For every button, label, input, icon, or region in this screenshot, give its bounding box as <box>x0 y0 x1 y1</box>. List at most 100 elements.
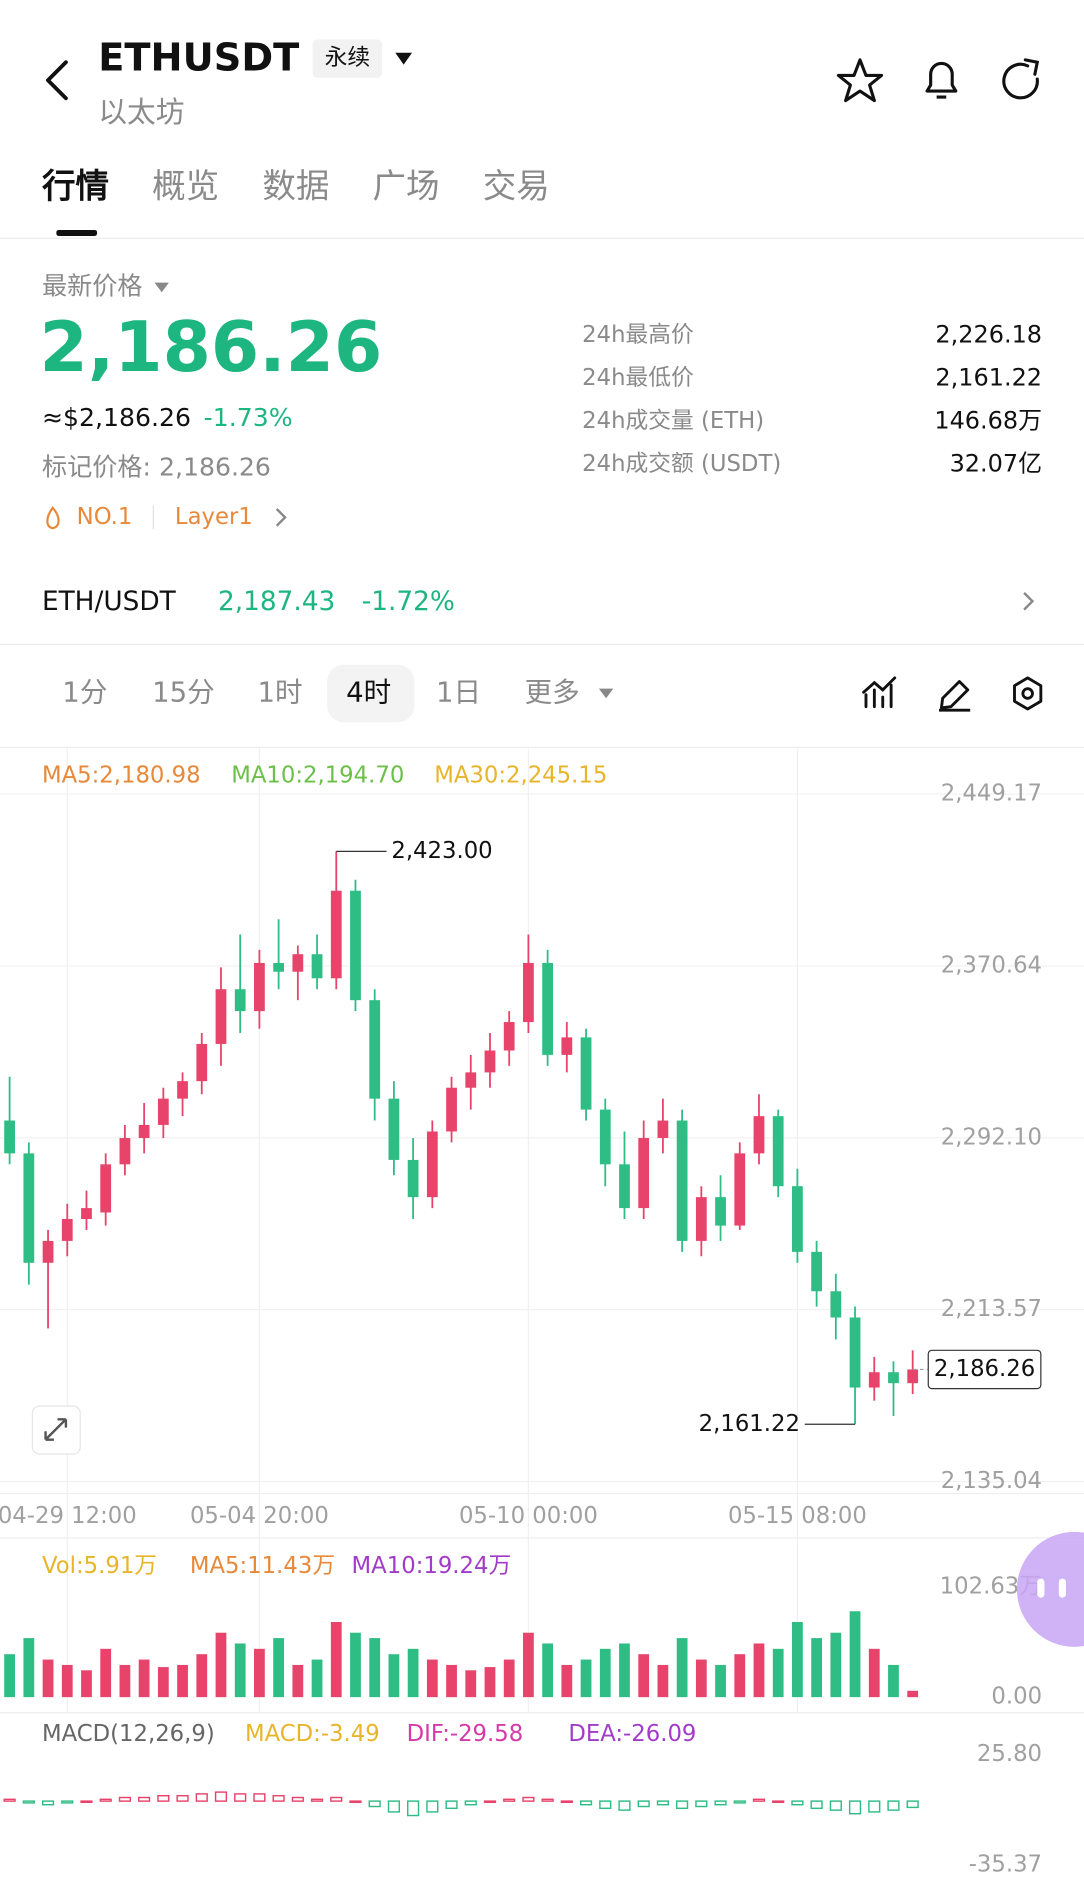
macd-bar <box>656 1800 670 1806</box>
settings-icon[interactable] <box>1013 676 1043 711</box>
floating-assistant[interactable] <box>1016 1531 1084 1647</box>
macd-bar <box>522 1796 535 1802</box>
volume-bar <box>503 1659 515 1698</box>
candle-body <box>695 1197 707 1241</box>
volume-bar <box>311 1659 323 1698</box>
macd-bar <box>829 1800 842 1811</box>
candle-body <box>254 962 265 1012</box>
volume-bar <box>772 1648 784 1698</box>
last-price-label: 2,186.26 <box>934 1356 1035 1382</box>
candle-body <box>676 1120 688 1241</box>
price-label[interactable]: 最新价格 <box>42 271 143 300</box>
x-tick-label: 05-10 00:00 <box>459 1503 598 1529</box>
candle-body <box>311 954 323 979</box>
macd-bar <box>426 1800 439 1813</box>
volume-bar <box>599 1648 611 1698</box>
favorite-icon[interactable] <box>836 58 884 103</box>
candle-body <box>273 962 285 972</box>
tag-bg[interactable] <box>312 39 383 78</box>
candle-body <box>561 1037 573 1055</box>
macd-bar <box>407 1800 420 1817</box>
contract-tag[interactable]: 永续 <box>325 45 371 71</box>
interval-option[interactable]: 更多 <box>525 676 580 708</box>
rank-tag[interactable]: NO.1 <box>77 504 133 530</box>
volume-bar <box>542 1643 554 1698</box>
tab[interactable]: 概览 <box>152 167 219 206</box>
candle-body <box>868 1372 880 1388</box>
asset-name: 以太坊 <box>98 95 184 129</box>
share-icon[interactable] <box>1002 58 1040 100</box>
candle-body <box>196 1043 208 1082</box>
expand-icon <box>44 1418 68 1441</box>
macd-bar <box>752 1798 766 1802</box>
candle-body <box>792 1186 803 1252</box>
stat-value: 146.68万 <box>934 407 1042 435</box>
macd-bar <box>118 1796 132 1802</box>
macd-bar <box>810 1800 823 1810</box>
y-tick-label: 2,135.04 <box>941 1468 1042 1494</box>
macd-bar <box>464 1800 477 1806</box>
chevron[interactable] <box>1023 592 1035 611</box>
volume-bar <box>523 1632 534 1698</box>
last-price: 2,186.26 <box>40 308 383 388</box>
assistant-eye <box>1037 1578 1045 1598</box>
tab[interactable]: 行情 <box>41 167 109 206</box>
candle-body <box>42 1240 54 1263</box>
interval-option[interactable]: 1时 <box>258 676 303 708</box>
macd-bar <box>330 1796 343 1802</box>
dropdown-icon[interactable] <box>395 52 413 65</box>
draw-icon[interactable] <box>939 680 971 712</box>
y-tick-label: 2,292.10 <box>941 1124 1042 1150</box>
interval-option[interactable]: 4时 <box>346 676 391 708</box>
candle-body <box>772 1116 784 1187</box>
sector-tag[interactable]: Layer1 <box>175 504 253 530</box>
volume-bar <box>715 1664 726 1698</box>
macd-bar <box>157 1794 170 1802</box>
dropdown-icon[interactable] <box>154 282 169 293</box>
macd-bar <box>791 1800 804 1806</box>
candle-body <box>407 1159 419 1198</box>
interval-option[interactable]: 1日 <box>436 676 481 708</box>
stat-label: 24h最低价 <box>582 365 694 391</box>
legend-entry: DIF:-29.58 <box>407 1721 524 1747</box>
macd-bar <box>579 1800 593 1806</box>
volume-bar <box>849 1611 861 1698</box>
volume-bar <box>888 1664 899 1698</box>
stat-value: 32.07亿 <box>950 450 1042 478</box>
candle-body <box>619 1164 630 1209</box>
macd-bar <box>637 1800 650 1808</box>
chevron[interactable] <box>275 508 287 527</box>
candle-body <box>907 1369 919 1384</box>
macd-bar <box>234 1793 247 1802</box>
interval-option[interactable]: 15分 <box>152 676 215 708</box>
last-price-box <box>927 1349 1042 1390</box>
tab[interactable]: 广场 <box>373 167 440 206</box>
interval-option[interactable]: 1分 <box>62 676 107 708</box>
macd-bar <box>138 1796 151 1802</box>
volume-bar <box>446 1664 457 1698</box>
volume-bar <box>580 1659 592 1698</box>
macd-bar <box>848 1800 862 1815</box>
candle-body <box>330 890 342 979</box>
candle-body <box>100 1164 112 1213</box>
candle-body <box>811 1251 823 1292</box>
candle-body <box>503 1022 515 1051</box>
candle-body <box>119 1138 131 1165</box>
volume-bar <box>676 1638 688 1698</box>
macd-bar <box>41 1800 55 1806</box>
tab[interactable]: 数据 <box>262 167 329 206</box>
tab[interactable]: 交易 <box>483 167 550 206</box>
dropdown-icon[interactable] <box>598 688 614 699</box>
indicator-icon[interactable] <box>862 676 897 709</box>
macd-bar <box>503 1798 516 1802</box>
spot-pair[interactable]: ETH/USDT <box>42 587 177 617</box>
candle-body <box>523 962 534 1023</box>
candle-body <box>138 1124 150 1139</box>
y-tick-label: 2,449.17 <box>941 781 1042 807</box>
back-button[interactable] <box>46 60 68 101</box>
volume-bar <box>81 1670 92 1698</box>
alert-icon[interactable] <box>925 61 958 99</box>
macd-bar <box>176 1794 189 1802</box>
candle-body <box>446 1087 457 1132</box>
candle-body <box>484 1050 496 1073</box>
